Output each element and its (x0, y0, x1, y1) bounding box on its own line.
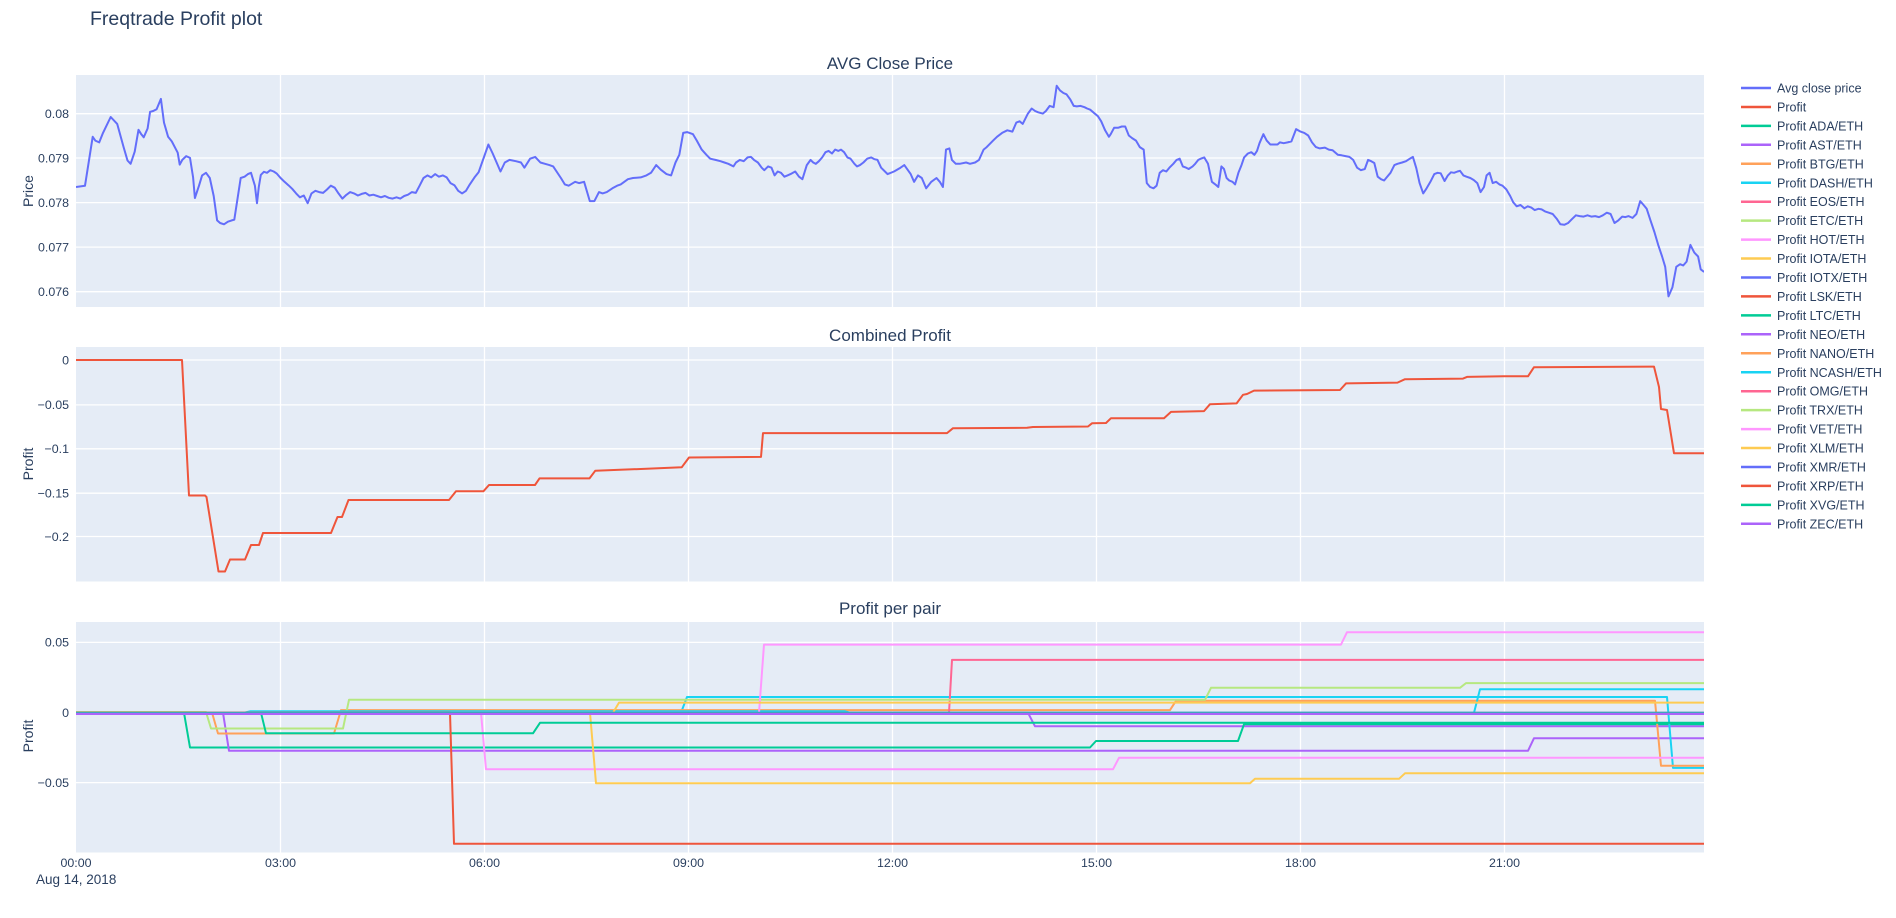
svg-text:Profit DASH/ETH: Profit DASH/ETH (1777, 176, 1873, 190)
svg-text:Profit ADA/ETH: Profit ADA/ETH (1777, 119, 1863, 133)
svg-text:Freqtrade Profit plot: Freqtrade Profit plot (90, 8, 263, 30)
svg-text:Profit BTG/ETH: Profit BTG/ETH (1777, 157, 1864, 171)
svg-text:Profit NEO/ETH: Profit NEO/ETH (1777, 328, 1865, 342)
svg-text:0: 0 (62, 706, 69, 720)
svg-text:Profit TRX/ETH: Profit TRX/ETH (1777, 404, 1863, 418)
svg-text:Profit: Profit (20, 448, 36, 481)
svg-text:Profit XVG/ETH: Profit XVG/ETH (1777, 498, 1865, 512)
svg-text:Profit ZEC/ETH: Profit ZEC/ETH (1777, 517, 1863, 531)
svg-text:0.08: 0.08 (45, 107, 69, 121)
svg-text:0: 0 (62, 353, 69, 367)
svg-text:Profit OMG/ETH: Profit OMG/ETH (1777, 385, 1868, 399)
svg-text:0.079: 0.079 (38, 151, 69, 165)
svg-text:06:00: 06:00 (469, 856, 500, 870)
svg-text:Profit NANO/ETH: Profit NANO/ETH (1777, 347, 1874, 361)
svg-text:−0.2: −0.2 (45, 530, 70, 544)
svg-text:0.078: 0.078 (38, 196, 69, 210)
svg-text:Combined Profit: Combined Profit (829, 326, 951, 345)
svg-text:Profit HOT/ETH: Profit HOT/ETH (1777, 233, 1865, 247)
svg-text:−0.1: −0.1 (45, 442, 70, 456)
svg-text:Profit: Profit (20, 720, 36, 753)
svg-text:Profit XLM/ETH: Profit XLM/ETH (1777, 442, 1864, 456)
svg-text:Profit: Profit (1777, 100, 1807, 114)
svg-text:Profit XRP/ETH: Profit XRP/ETH (1777, 479, 1864, 493)
svg-text:Profit XMR/ETH: Profit XMR/ETH (1777, 461, 1866, 475)
svg-text:AVG Close Price: AVG Close Price (827, 54, 953, 73)
svg-text:Price: Price (20, 175, 36, 207)
svg-text:Profit LSK/ETH: Profit LSK/ETH (1777, 290, 1862, 304)
svg-text:00:00: 00:00 (60, 856, 91, 870)
svg-text:−0.05: −0.05 (38, 398, 69, 412)
svg-text:21:00: 21:00 (1489, 856, 1520, 870)
svg-text:Avg close price: Avg close price (1777, 82, 1862, 96)
svg-text:Profit IOTA/ETH: Profit IOTA/ETH (1777, 252, 1866, 266)
svg-text:15:00: 15:00 (1081, 856, 1112, 870)
svg-text:Aug 14, 2018: Aug 14, 2018 (36, 872, 116, 887)
svg-text:−0.05: −0.05 (38, 776, 69, 790)
svg-text:Profit VET/ETH: Profit VET/ETH (1777, 423, 1862, 437)
svg-text:Profit IOTX/ETH: Profit IOTX/ETH (1777, 271, 1867, 285)
svg-text:Profit AST/ETH: Profit AST/ETH (1777, 138, 1862, 152)
svg-text:Profit per pair: Profit per pair (839, 599, 941, 618)
svg-text:0.077: 0.077 (38, 240, 69, 254)
svg-text:18:00: 18:00 (1285, 856, 1316, 870)
svg-text:09:00: 09:00 (673, 856, 704, 870)
svg-text:Profit NCASH/ETH: Profit NCASH/ETH (1777, 366, 1882, 380)
svg-text:Profit EOS/ETH: Profit EOS/ETH (1777, 195, 1865, 209)
svg-text:Profit ETC/ETH: Profit ETC/ETH (1777, 214, 1863, 228)
svg-text:03:00: 03:00 (265, 856, 296, 870)
svg-text:−0.15: −0.15 (38, 487, 69, 501)
svg-text:0.05: 0.05 (45, 636, 69, 650)
svg-text:0.076: 0.076 (38, 285, 69, 299)
svg-text:12:00: 12:00 (877, 856, 908, 870)
svg-text:Profit LTC/ETH: Profit LTC/ETH (1777, 309, 1861, 323)
